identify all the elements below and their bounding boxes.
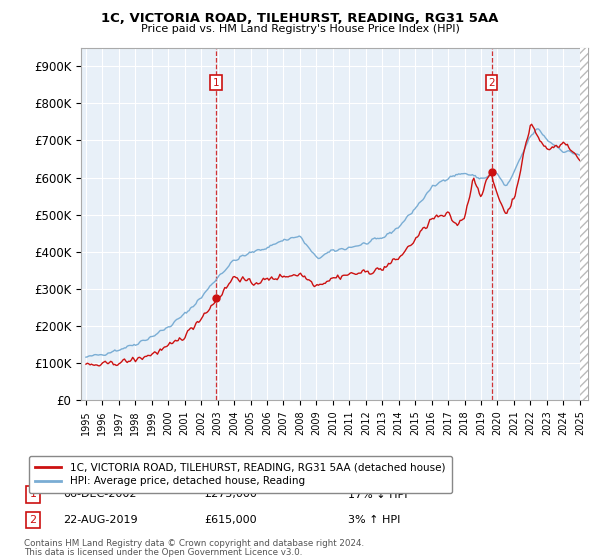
Text: 1: 1 <box>213 78 220 88</box>
Text: 06-DEC-2002: 06-DEC-2002 <box>63 489 137 500</box>
Text: 2: 2 <box>29 515 37 525</box>
Text: Contains HM Land Registry data © Crown copyright and database right 2024.: Contains HM Land Registry data © Crown c… <box>24 539 364 548</box>
Text: 1: 1 <box>29 489 37 500</box>
Text: Price paid vs. HM Land Registry's House Price Index (HPI): Price paid vs. HM Land Registry's House … <box>140 24 460 34</box>
Legend: 1C, VICTORIA ROAD, TILEHURST, READING, RG31 5AA (detached house), HPI: Average p: 1C, VICTORIA ROAD, TILEHURST, READING, R… <box>29 456 452 493</box>
Text: £275,000: £275,000 <box>204 489 257 500</box>
Text: 1C, VICTORIA ROAD, TILEHURST, READING, RG31 5AA: 1C, VICTORIA ROAD, TILEHURST, READING, R… <box>101 12 499 25</box>
Text: 17% ↓ HPI: 17% ↓ HPI <box>348 489 407 500</box>
Text: This data is licensed under the Open Government Licence v3.0.: This data is licensed under the Open Gov… <box>24 548 302 557</box>
Text: 2: 2 <box>488 78 495 88</box>
Text: 3% ↑ HPI: 3% ↑ HPI <box>348 515 400 525</box>
Text: 22-AUG-2019: 22-AUG-2019 <box>63 515 137 525</box>
Text: £615,000: £615,000 <box>204 515 257 525</box>
